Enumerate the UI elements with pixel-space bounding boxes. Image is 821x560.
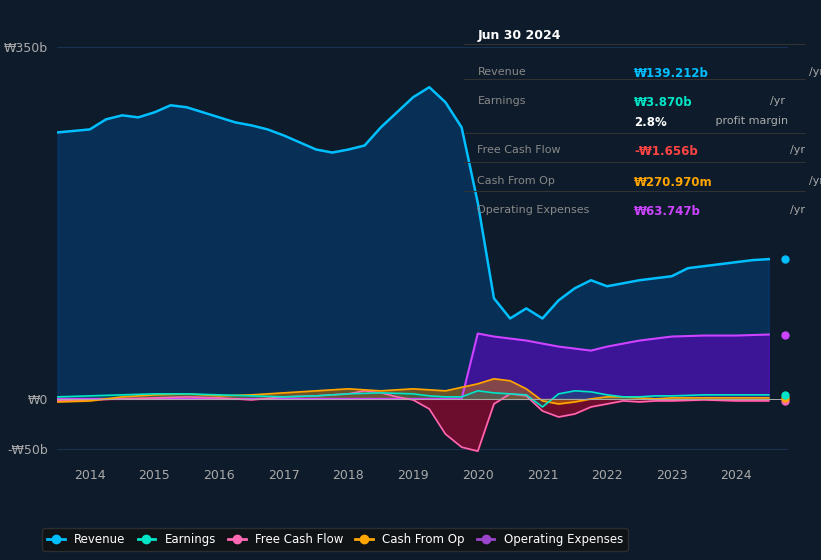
Text: ₩270.970m: ₩270.970m	[635, 176, 713, 189]
Text: profit margin: profit margin	[712, 116, 788, 126]
Text: Cash From Op: Cash From Op	[478, 176, 555, 186]
Text: ₩3.870b: ₩3.870b	[635, 96, 693, 109]
Text: Earnings: Earnings	[478, 96, 526, 105]
Text: Revenue: Revenue	[478, 67, 526, 77]
Legend: Revenue, Earnings, Free Cash Flow, Cash From Op, Operating Expenses: Revenue, Earnings, Free Cash Flow, Cash …	[43, 528, 628, 550]
Text: /yr: /yr	[809, 67, 821, 77]
Text: ₩63.747b: ₩63.747b	[635, 206, 701, 218]
Text: /yr: /yr	[790, 145, 805, 155]
Text: /yr: /yr	[809, 176, 821, 186]
Text: Jun 30 2024: Jun 30 2024	[478, 29, 561, 42]
Text: Operating Expenses: Operating Expenses	[478, 206, 589, 216]
Text: -₩1.656b: -₩1.656b	[635, 145, 698, 158]
Text: /yr: /yr	[770, 96, 785, 105]
Text: 2.8%: 2.8%	[635, 116, 667, 129]
Text: Free Cash Flow: Free Cash Flow	[478, 145, 561, 155]
Text: ₩139.212b: ₩139.212b	[635, 67, 709, 80]
Text: /yr: /yr	[790, 206, 805, 216]
